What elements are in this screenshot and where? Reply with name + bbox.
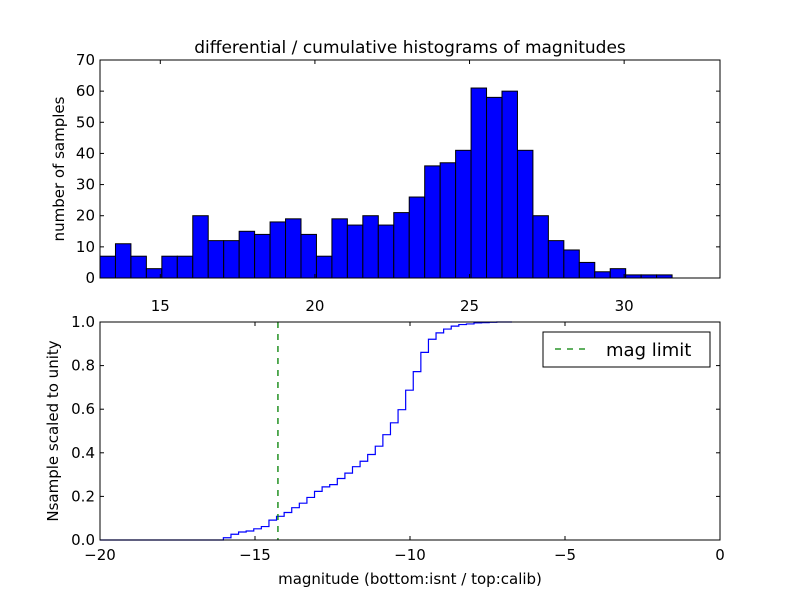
histogram-bar xyxy=(269,221,287,279)
top-y-tick-label: 0 xyxy=(85,269,95,287)
histogram-bar xyxy=(331,218,348,279)
top-ylabel: number of samples xyxy=(50,96,68,241)
histogram-bar xyxy=(547,240,565,279)
histogram-bar xyxy=(362,215,379,279)
histogram-bar xyxy=(516,149,534,279)
histogram-bar xyxy=(470,87,488,279)
histogram-bar xyxy=(455,149,472,279)
histogram-bar xyxy=(532,215,549,279)
histogram-bar xyxy=(207,240,225,279)
top-x-tick-label: 15 xyxy=(151,297,170,315)
top-y-tick-label: 50 xyxy=(76,113,95,131)
histogram-bar xyxy=(300,233,317,279)
chart-title: differential / cumulative histograms of … xyxy=(194,38,626,58)
histogram-bar xyxy=(130,255,147,279)
histogram-bar xyxy=(145,268,163,279)
bottom-y-tick-label: 0.4 xyxy=(71,444,95,462)
histogram-bar xyxy=(254,233,271,279)
bottom-y-tick-label: 0.6 xyxy=(71,400,95,418)
histogram-bar xyxy=(578,261,596,279)
top-y-tick-label: 60 xyxy=(76,82,95,100)
histogram-bar xyxy=(315,255,333,279)
bottom-xlabel: magnitude (bottom:isnt / top:calib) xyxy=(278,570,542,588)
histogram-bar xyxy=(346,224,364,279)
histogram-bar xyxy=(192,215,209,279)
histogram-bar xyxy=(609,268,627,279)
bottom-y-tick-label: 1.0 xyxy=(71,313,95,331)
histogram-bar xyxy=(161,255,178,279)
histogram-bar xyxy=(424,165,441,279)
histogram-bar xyxy=(377,224,395,279)
histogram-bar xyxy=(238,230,256,279)
top-y-tick-label: 30 xyxy=(76,176,95,194)
top-y-tick-label: 40 xyxy=(76,144,95,162)
top-axes-frame xyxy=(99,59,721,279)
histogram-bar xyxy=(223,240,240,279)
cumulative-step-line xyxy=(100,321,512,541)
top-y-tick-label: 70 xyxy=(76,51,95,69)
top-x-tick-label: 20 xyxy=(305,297,324,315)
bottom-x-tick-label: −20 xyxy=(84,546,116,564)
bottom-y-tick-label: 0.0 xyxy=(71,531,95,549)
histogram-bar xyxy=(114,243,132,279)
top-y-tick-label: 10 xyxy=(76,238,95,256)
top-x-tick-label: 30 xyxy=(615,297,634,315)
histogram-bar xyxy=(486,96,503,279)
bottom-y-tick-label: 0.8 xyxy=(71,357,95,375)
bottom-ylabel: Nsample scaled to unity xyxy=(44,340,62,521)
top-y-tick-label: 20 xyxy=(76,207,95,225)
histogram-bar xyxy=(501,90,518,279)
bottom-x-tick-label: 0 xyxy=(715,546,725,564)
bottom-x-tick-label: −10 xyxy=(394,546,426,564)
bottom-x-tick-label: −5 xyxy=(554,546,576,564)
histogram-bar xyxy=(99,255,116,279)
histogram-bar xyxy=(393,212,410,279)
histogram-bar xyxy=(176,255,194,279)
top-x-tick-label: 25 xyxy=(460,297,479,315)
histogram-bar xyxy=(594,271,611,279)
histogram-bar xyxy=(439,162,457,279)
bottom-x-tick-label: −15 xyxy=(239,546,271,564)
legend-mag-limit-label: mag limit xyxy=(606,340,691,361)
bottom-y-tick-label: 0.2 xyxy=(71,487,95,505)
histogram-bar xyxy=(563,249,580,279)
histogram-bar xyxy=(285,218,302,279)
histogram-bar xyxy=(408,196,426,279)
